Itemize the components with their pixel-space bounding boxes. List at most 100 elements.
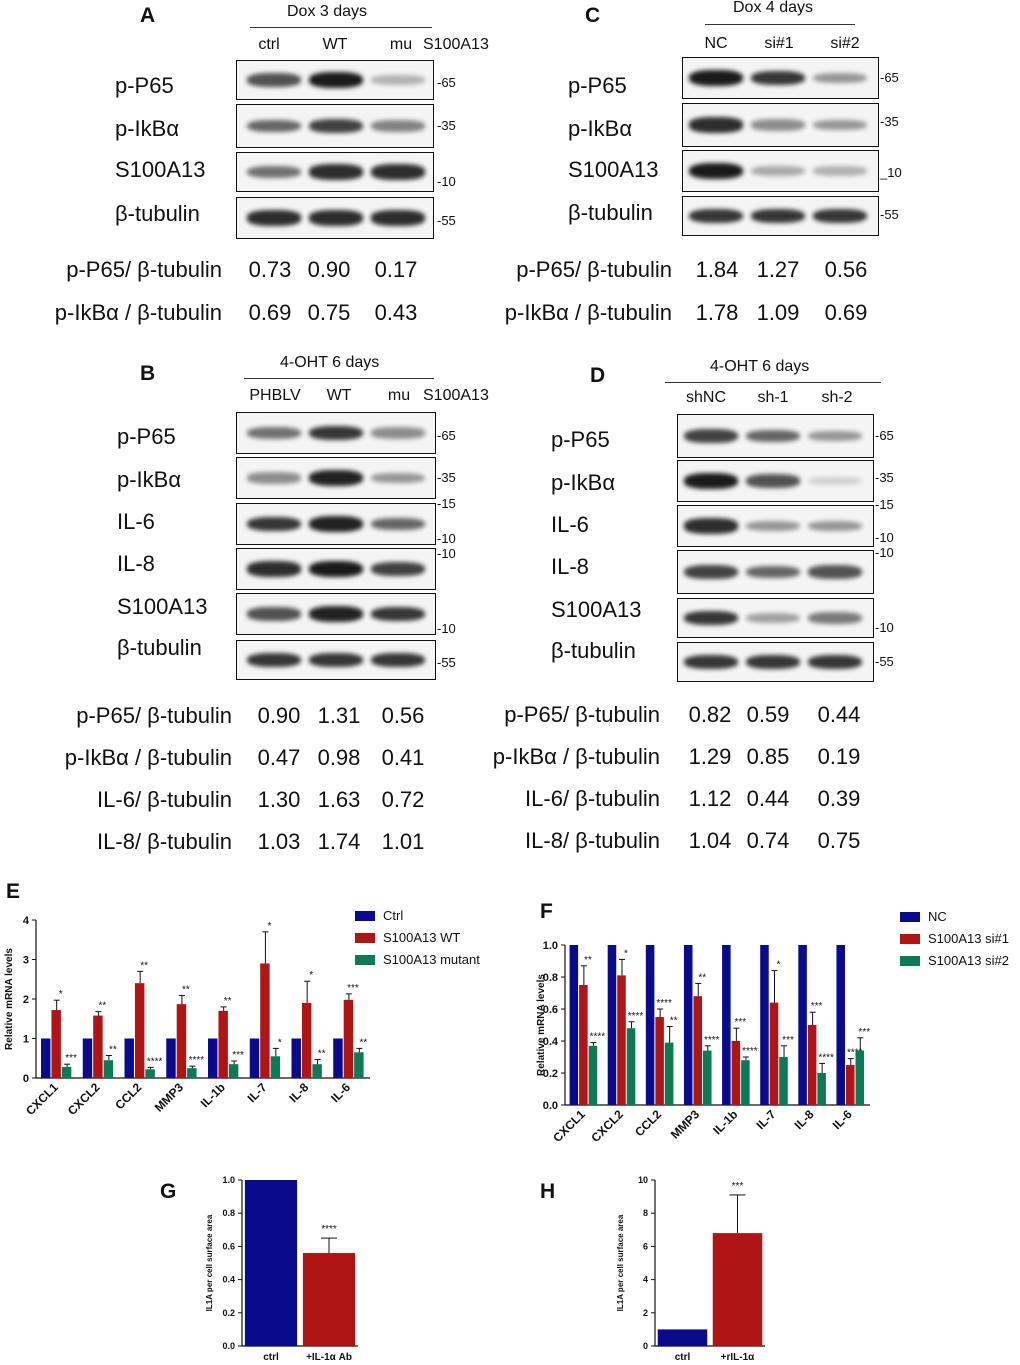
panel-d-condition: 4-OHT 6 days — [710, 358, 810, 375]
panel-a-lane-2: WT — [322, 36, 348, 53]
bar — [291, 1038, 301, 1078]
bar — [343, 999, 354, 1078]
significance-mark: **** — [628, 1011, 644, 1022]
blot-band — [247, 516, 301, 532]
bar — [645, 945, 655, 1105]
panel-b-quant-value: 0.98 — [317, 745, 361, 770]
bar — [798, 945, 807, 1105]
panel-b-blot — [236, 412, 436, 454]
panel-d-marker: -10 — [875, 530, 894, 545]
significance-mark: *** — [65, 1053, 77, 1064]
blot-band — [247, 472, 301, 484]
panel-b-blot — [236, 593, 436, 635]
legend-swatch — [355, 933, 375, 943]
bar — [693, 996, 703, 1105]
panel-b-lane-1: PHBLV — [249, 387, 301, 404]
panel-a-row-label: p-IkBα — [115, 116, 180, 141]
bar — [228, 1064, 239, 1078]
panel-c-marker: -55 — [880, 207, 899, 222]
x-tick-label: ctrl — [675, 1352, 691, 1363]
bar — [312, 1064, 322, 1078]
panel-a-quant-label: p-IkBα / β-tubulin — [54, 300, 222, 325]
y-tick-label: 2 — [23, 994, 29, 1006]
panel-b-blot — [236, 640, 436, 680]
panel-b-quant-value: 1.74 — [317, 829, 361, 854]
blot-band — [808, 430, 862, 442]
panel-b-quant-label: p-P65/ β-tubulin — [76, 703, 232, 728]
legend-swatch — [900, 956, 920, 966]
blot-band — [684, 518, 738, 534]
bar — [741, 1060, 750, 1105]
panel-a-row-label: β-tubulin — [115, 201, 200, 226]
panel-e-letter: E — [6, 880, 21, 903]
blot-band — [247, 210, 301, 226]
panel-b-row-label: p-IkBα — [117, 467, 182, 492]
panel-b-marker: -15 — [437, 496, 456, 511]
panel-b-marker: -65 — [437, 428, 456, 443]
blot-band — [309, 561, 363, 577]
panel-d-row-label: IL-8 — [551, 554, 589, 579]
panel-d-quant-value: 0.85 — [746, 744, 790, 769]
panel-d-marker: -55 — [875, 654, 894, 669]
panel-a-marker: -65 — [437, 75, 456, 90]
panel-c-quant-value: 1.84 — [695, 257, 739, 282]
legend-swatch — [900, 912, 920, 922]
panel-d-quant-label: p-IkBα / β-tubulin — [492, 744, 660, 769]
panel-c-condition: Dox 4 days — [733, 0, 814, 16]
panel-b-letter: B — [140, 362, 156, 385]
panel-b-marker: -55 — [437, 655, 456, 670]
panel-a-quant-value: 0.43 — [374, 300, 418, 325]
bar — [626, 1028, 636, 1105]
bar — [134, 983, 145, 1078]
y-tick-label: 3 — [23, 955, 29, 967]
blot-band — [751, 70, 805, 86]
significance-mark: ** — [359, 1037, 367, 1048]
panel-d-quant-value: 0.39 — [817, 786, 861, 811]
panel-a-blot — [236, 197, 434, 239]
panel-d-quant-label: IL-6/ β-tubulin — [525, 786, 660, 811]
significance-mark: *** — [347, 983, 359, 994]
y-tick-label: 0.8 — [222, 1208, 235, 1218]
blot-band — [746, 520, 800, 532]
significance-mark: ** — [182, 984, 190, 995]
bar — [588, 1045, 598, 1105]
bar — [301, 1002, 312, 1078]
panel-d-lane-2: sh-1 — [757, 389, 789, 406]
blot-band — [371, 210, 425, 226]
significance-mark: **** — [742, 1046, 758, 1057]
blot-band — [746, 429, 800, 443]
y-tick-label: 0.4 — [543, 1036, 559, 1048]
y-tick-label: 1.0 — [543, 940, 558, 952]
panel-c-marker: _10 — [880, 165, 902, 180]
bar — [664, 1042, 674, 1105]
x-tick-label: IL-7 — [754, 1107, 779, 1132]
panel-d-blot — [677, 505, 874, 547]
blot-band — [247, 561, 301, 577]
bar — [760, 945, 769, 1105]
panel-c-marker: -65 — [880, 70, 899, 85]
bar — [61, 1066, 72, 1078]
x-tick-label: CXCL2 — [588, 1107, 626, 1145]
panel-b-quant-value: 0.41 — [381, 745, 425, 770]
panel-c-lane-1: NC — [704, 35, 728, 52]
significance-mark: ** — [224, 996, 232, 1007]
panel-b-lane-2: WT — [326, 387, 352, 404]
panel-b-quant-value: 0.47 — [257, 745, 301, 770]
panel-d-marker: -15 — [875, 497, 894, 512]
significance-mark: **** — [847, 1048, 863, 1059]
blot-band — [751, 166, 805, 176]
blot-band — [813, 208, 867, 224]
blot-band — [746, 474, 800, 488]
blot-band — [689, 208, 743, 224]
panel-b-row-label: IL-6 — [117, 509, 155, 534]
panel-a-blot — [236, 60, 434, 100]
significance-mark: ** — [318, 1048, 326, 1059]
bar — [82, 1038, 93, 1078]
panel-b-quant-value: 1.63 — [317, 787, 361, 812]
blot-band — [808, 520, 862, 532]
y-tick-label: 0.2 — [543, 1068, 558, 1080]
blot-band — [309, 118, 363, 134]
significance-mark: **** — [189, 1055, 205, 1066]
bar — [845, 1065, 855, 1105]
